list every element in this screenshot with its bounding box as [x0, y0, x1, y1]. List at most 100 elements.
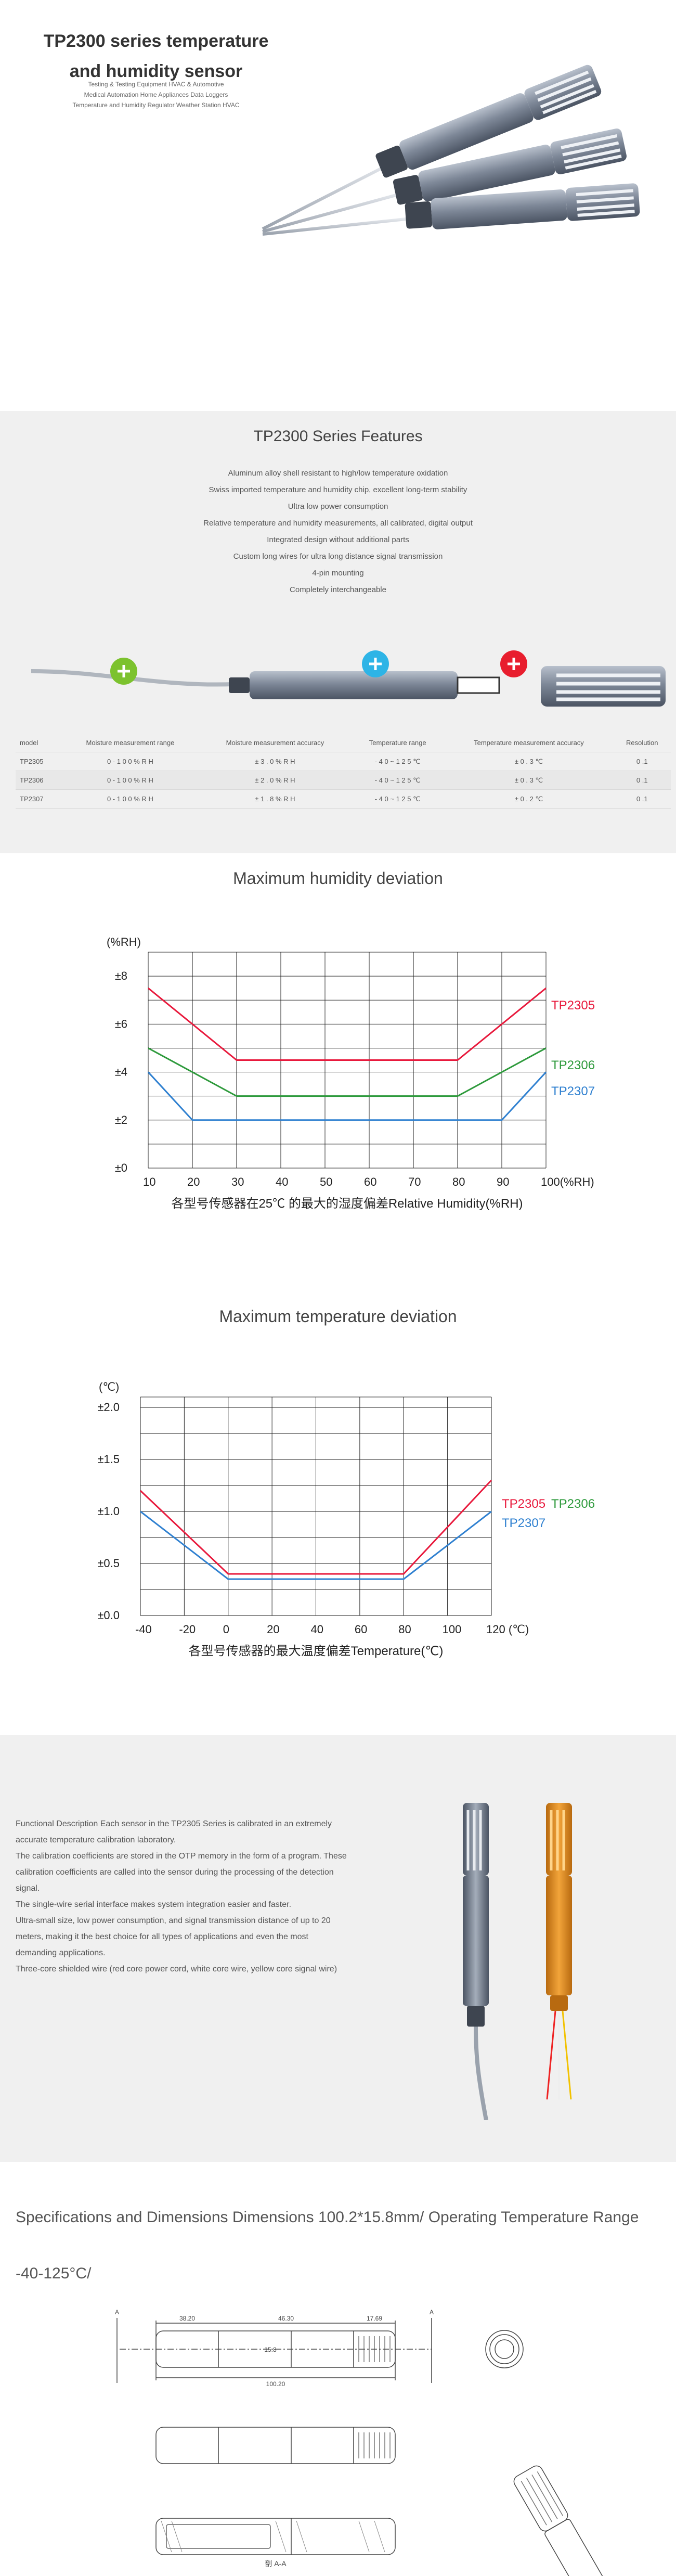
x-tick-label: 0	[223, 1623, 229, 1636]
series-line-tp2305	[139, 1479, 492, 1575]
spec-table: model Moisture measurement range Moistur…	[16, 734, 671, 809]
series-line-tp2305	[148, 988, 547, 1061]
hero-section: TP2300 series temperature and humidity s…	[0, 0, 676, 411]
dimension-label: 15.8	[264, 2346, 277, 2353]
x-tick-label: 60	[364, 1175, 376, 1188]
table-row: TP2307 0 - 1 0 0 % R H ± 1 . 8 % R H - 4…	[16, 789, 671, 809]
dimension-drawing-section	[155, 2518, 396, 2555]
y-axis-label: Δ RH	[107, 926, 133, 929]
table-cell: 0 - 1 0 0 % R H	[61, 752, 199, 771]
x-tick-label: 50	[320, 1175, 332, 1188]
table-cell: TP2305	[16, 752, 61, 771]
plus-icon	[362, 650, 389, 677]
metal-probe	[463, 1803, 489, 2120]
y-tick-label: ±2.0	[97, 1401, 120, 1414]
application-line: Temperature and Humidity Regulator Weath…	[72, 101, 240, 109]
sensor-chip	[457, 676, 500, 694]
description-paragraph: Ultra-small size, low power consumption,…	[16, 1916, 331, 1957]
two-probes-image	[463, 1803, 572, 2120]
humidity-chart-title: Maximum humidity deviation	[233, 869, 443, 888]
series-line-tp2307	[147, 1071, 547, 1121]
probe-body	[250, 671, 458, 699]
table-cell: ± 2 . 0 % R H	[199, 771, 351, 790]
column-header: Moisture measurement accuracy	[199, 734, 351, 752]
table-row: TP2305 0 - 1 0 0 % R H ± 3 . 0 % R H - 4…	[16, 752, 671, 771]
table-cell: TP2306	[16, 771, 61, 790]
dimension-label: 46.30	[278, 2315, 294, 2322]
application-line: Testing & Testing Equipment HVAC & Autom…	[88, 81, 224, 88]
feature-item: Custom long wires for ultra long distanc…	[233, 552, 443, 561]
series-label: TP2305	[551, 998, 595, 1013]
hero-title: TP2300 series temperature and humidity s…	[21, 26, 291, 86]
dimension-drawings: 38.20 46.30 17.69 100.20 15.8 A A 剖 A-A	[115, 2309, 620, 2576]
description-paragraph: Functional Description Each sensor in th…	[16, 1819, 332, 1844]
probe-3	[405, 183, 640, 229]
column-header: model	[16, 734, 61, 752]
y-axis-unit: (℃)	[99, 1380, 119, 1393]
feature-item: Swiss imported temperature and humidity …	[209, 485, 467, 494]
features-section: TP2300 Series Features Aluminum alloy sh…	[0, 411, 676, 853]
x-tick-label: 40	[276, 1175, 288, 1188]
column-header: Moisture measurement range	[61, 734, 199, 752]
dimension-drawing-isometric	[513, 2465, 620, 2576]
feature-item: Completely interchangeable	[290, 585, 386, 594]
table-cell: ± 0 . 3 ℃	[444, 752, 614, 771]
hero-probes-image	[262, 65, 640, 236]
x-tick-label: 80	[398, 1623, 411, 1636]
column-header: Temperature measurement accuracy	[444, 734, 614, 752]
y-tick-label: ±1.5	[97, 1453, 120, 1466]
table-cell: - 4 0 ~ 1 2 5 ℃	[350, 752, 445, 771]
temperature-deviation-chart: ±0.0 ±0.5 ±1.0 ±1.5 ±2.0 -40 -20 0 20 40 60 80 100 12…	[97, 1380, 595, 1658]
dimension-label: 17.69	[367, 2315, 382, 2322]
table-cell: ± 3 . 0 % R H	[199, 752, 351, 771]
y-tick-label: ±2	[115, 1113, 127, 1126]
table-cell: 0 .1	[613, 752, 671, 771]
x-tick-label: 100	[443, 1623, 462, 1636]
table-cell: - 4 0 ~ 1 2 5 ℃	[350, 771, 445, 790]
column-header: Resolution	[613, 734, 671, 752]
section-marker: A	[115, 2309, 119, 2316]
x-tick-label: 20	[267, 1623, 279, 1636]
table-cell: 0 - 1 0 0 % R H	[61, 789, 199, 809]
description-paragraph: The calibration coefficients are stored …	[16, 1852, 347, 1893]
dimension-label: 100.20	[266, 2380, 285, 2388]
x-tick-label: 100(%RH)	[541, 1175, 594, 1188]
table-cell: - 4 0 ~ 1 2 5 ℃	[350, 789, 445, 809]
y-axis-unit: (%RH)	[107, 935, 141, 949]
x-tick-label: 80	[452, 1175, 465, 1188]
application-list: Testing & Testing Equipment HVAC & Autom…	[42, 79, 270, 110]
series-line-tp2307	[140, 1510, 492, 1580]
cable-gland	[229, 677, 250, 693]
table-cell: 0 - 1 0 0 % R H	[61, 771, 199, 790]
dimension-drawing-side	[155, 2427, 396, 2464]
x-tick-label: 10	[143, 1175, 155, 1188]
dimensions-heading: Specifications and Dimensions Dimensions…	[16, 2209, 639, 2282]
series-label: TP2305	[502, 1497, 545, 1511]
y-tick-label: ±0.5	[97, 1557, 120, 1570]
series-label: TP2307	[551, 1084, 595, 1098]
series-label: TP2306	[551, 1497, 595, 1511]
y-tick-label: ±0	[115, 1161, 127, 1174]
temperature-chart-title: Maximum temperature deviation	[219, 1307, 457, 1326]
exploded-probe-image	[31, 650, 666, 707]
feature-item: Aluminum alloy shell resistant to high/l…	[228, 469, 448, 478]
x-tick-label: 40	[311, 1623, 323, 1636]
x-tick-label: 30	[231, 1175, 244, 1188]
application-line: Medical Automation Home Appliances Data …	[84, 91, 228, 98]
dimension-drawing-end	[485, 2330, 524, 2368]
section-marker: A	[430, 2309, 434, 2316]
x-axis-label: 各型号传感器在25℃ 的最大的湿度偏差Relative Humidity(%RH…	[171, 1197, 523, 1211]
plus-icon	[110, 658, 137, 685]
dimension-label: 38.20	[179, 2315, 195, 2322]
plus-icon	[500, 650, 527, 677]
x-tick-label: 120 (℃)	[486, 1623, 529, 1636]
table-cell: 0 .1	[613, 771, 671, 790]
table-row: TP2306 0 - 1 0 0 % R H ± 2 . 0 % R H - 4…	[16, 771, 671, 790]
table-cell: ± 0 . 2 ℃	[444, 789, 614, 809]
x-axis-label: 各型号传感器的最大温度偏差Temperature(℃)	[189, 1644, 444, 1658]
x-tick-label: 60	[355, 1623, 367, 1636]
features-list: Aluminum alloy shell resistant to high/l…	[0, 465, 676, 598]
series-label: TP2306	[551, 1058, 595, 1072]
description-text: Functional Description Each sensor in th…	[16, 1816, 348, 1977]
y-tick-label: ±8	[115, 969, 127, 982]
